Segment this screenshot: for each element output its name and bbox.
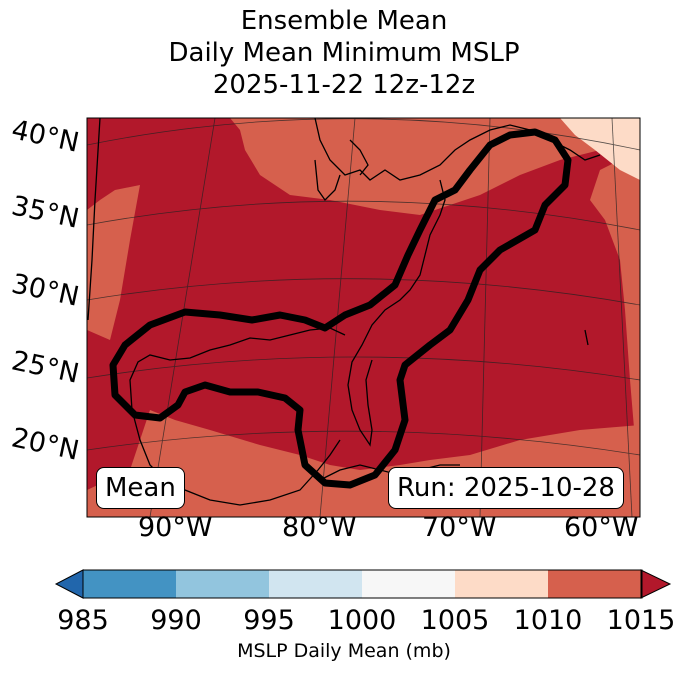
graticule	[87, 118, 640, 517]
colorbar-segment-6	[548, 570, 641, 598]
colorbar-tick-1010: 1010	[513, 605, 583, 636]
lon-label-90w: 90°W	[138, 512, 213, 543]
mid-red-region-west	[87, 185, 140, 340]
colorbar-segment-5	[455, 570, 548, 598]
colorbar-tick-1015: 1015	[606, 605, 676, 636]
title-line-3: 2025-11-22 12z-12z	[212, 70, 476, 100]
map-figure	[86, 117, 641, 518]
lon-label-60w: 60°W	[564, 512, 639, 543]
mid-red-region-east	[590, 150, 640, 517]
colorbar-label: MSLP Daily Mean (mb)	[237, 640, 451, 662]
colorbar-tick-1000: 1000	[327, 605, 397, 636]
colorbar-tick-1005: 1005	[420, 605, 490, 636]
colorbar-tick-990: 990	[150, 605, 202, 636]
colorbar-segment-1	[83, 570, 176, 598]
colorbar-tick-995: 995	[243, 605, 295, 636]
colorbar-segment-3	[269, 570, 362, 598]
run-date-box: Run: 2025-10-28	[388, 467, 624, 509]
colorbar	[54, 569, 672, 599]
light-peach-region	[560, 118, 640, 180]
pressure-contour	[109, 128, 572, 489]
title-line-1: Ensemble Mean	[240, 6, 448, 36]
map-field	[87, 118, 640, 517]
lon-label-70w: 70°W	[422, 512, 497, 543]
title-line-2: Daily Mean Minimum MSLP	[168, 38, 520, 68]
mean-label-box: Mean	[96, 467, 185, 509]
map-frame	[86, 117, 641, 518]
lon-label-80w: 80°W	[282, 512, 357, 543]
mid-red-region-north-east	[230, 118, 640, 215]
colorbar-segment-4	[362, 570, 455, 598]
colorbar-arrow-low	[54, 569, 84, 599]
colorbar-arrow-high	[640, 569, 672, 599]
colorbar-segment-2	[176, 570, 269, 598]
colorbar-tick-985: 985	[57, 605, 109, 636]
